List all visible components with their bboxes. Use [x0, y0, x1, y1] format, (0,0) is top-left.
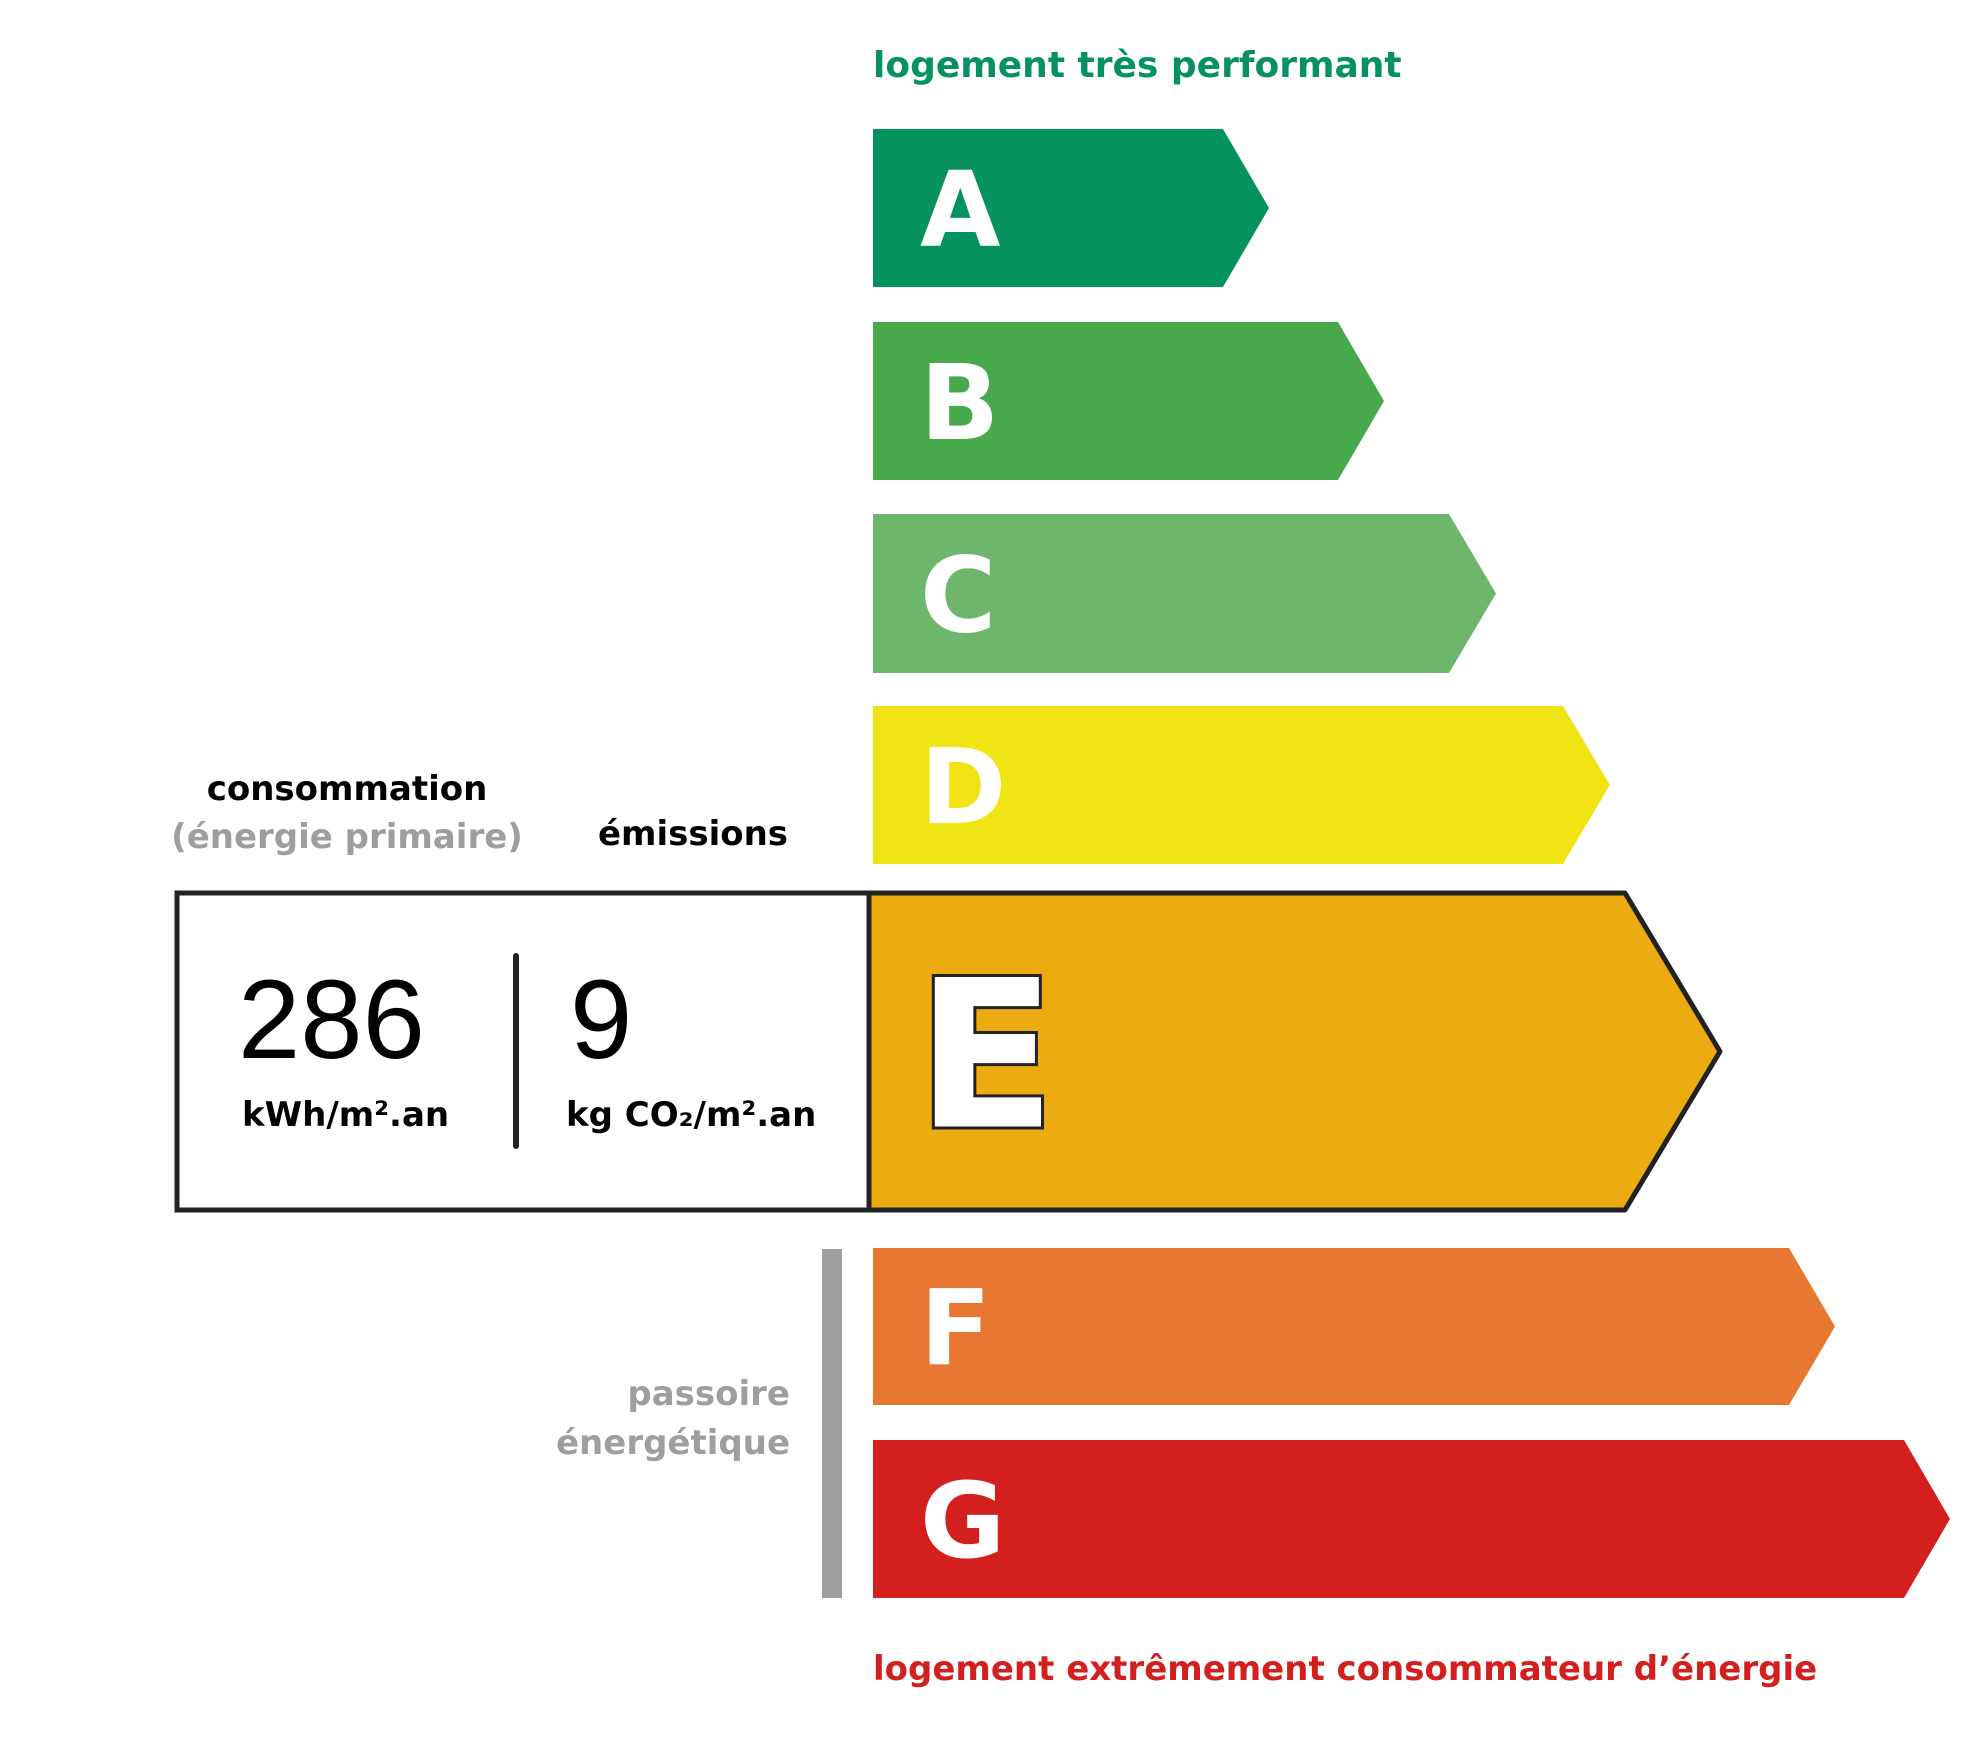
value-box	[174, 890, 872, 1213]
energy-class-letter-e: E	[916, 938, 1056, 1176]
emissions-heading: émissions	[598, 814, 788, 854]
energy-class-letter-b: B	[920, 342, 999, 464]
energy-class-bar-g	[873, 1440, 1950, 1598]
emissions-value: 9	[570, 957, 632, 1082]
energy-class-bar-f	[873, 1248, 1835, 1405]
energy-class-letter-a: A	[920, 149, 1001, 271]
energy-class-letter-d: D	[920, 726, 1006, 848]
energy-class-bar-a	[873, 129, 1269, 287]
energy-class-letter-c: C	[920, 535, 996, 657]
consumption-subheading: (énergie primaire)	[171, 817, 523, 857]
emissions-unit: kg CO₂/m².an	[566, 1095, 816, 1135]
consumption-heading: consommation	[207, 769, 488, 809]
consumption-value: 286	[238, 957, 425, 1082]
top-label: logement très performant	[873, 45, 1402, 86]
energy-class-bar-c	[873, 514, 1496, 673]
energy-class-letter-g: G	[920, 1460, 1005, 1582]
energy-class-bar-d	[873, 706, 1610, 864]
passoire-label-line1: passoire	[627, 1374, 790, 1414]
consumption-unit: kWh/m².an	[242, 1095, 449, 1135]
energy-class-bar-b	[873, 322, 1384, 480]
bottom-label: logement extrêmement consommateur d’éner…	[873, 1649, 1817, 1689]
passoire-label-line2: énergétique	[556, 1423, 790, 1463]
passoire-bar	[822, 1249, 842, 1598]
energy-class-letter-f: F	[920, 1268, 991, 1390]
